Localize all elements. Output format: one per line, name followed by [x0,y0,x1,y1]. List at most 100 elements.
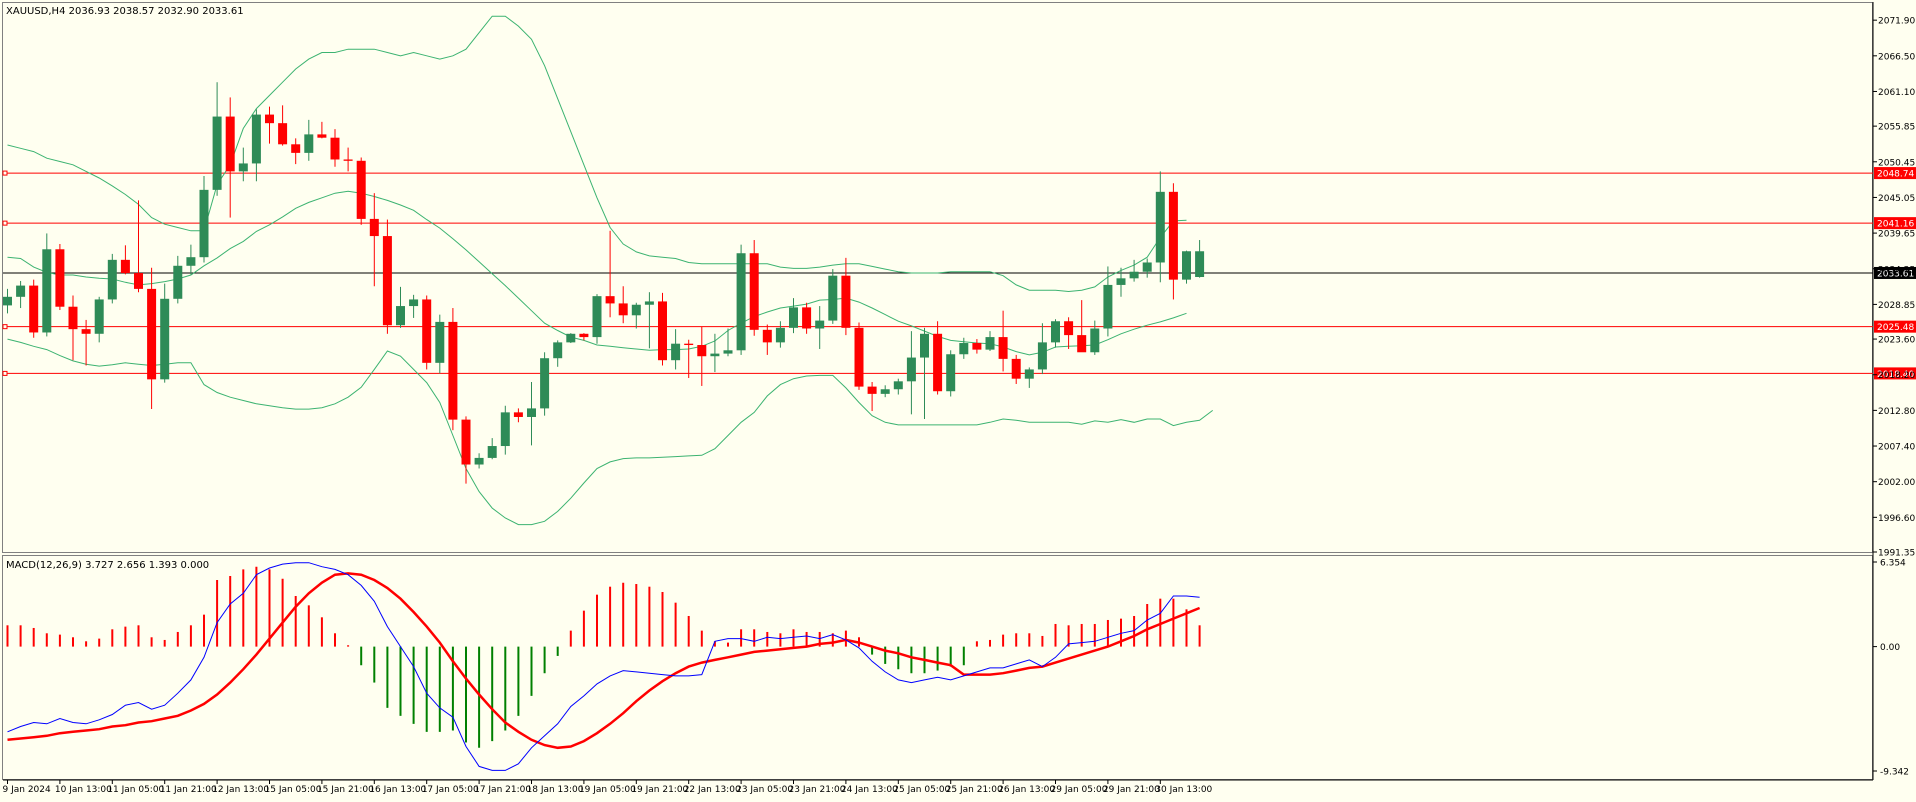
time-tick-label: 11 Jan 05:00 [107,785,164,795]
candle-bear [134,273,143,289]
level-anchor [2,220,8,226]
candle-bear [1168,191,1178,280]
candle-bear [854,327,864,387]
time-tick-label: 24 Jan 13:00 [841,785,898,795]
bollinger-lower-line [7,338,1214,526]
price-tick-label: 2018.20 [1878,371,1915,381]
time-tick-label: 26 Jan 13:00 [998,785,1055,795]
candle-bull [723,350,733,354]
candle-bull [173,265,183,299]
candle-bear [147,288,157,380]
candle-bull [212,116,222,190]
candle-bear [605,296,615,304]
macd-axis: 6.354 0.00 -9.342 [1873,559,1909,778]
candlesticks [3,82,1205,484]
candle-bear [579,333,589,338]
time-tick-label: 19 Jan 05:00 [579,785,636,795]
price-tick-label: 2066.50 [1878,52,1915,62]
candle-bull [186,257,196,266]
candle-bear [343,159,353,161]
price-tick-label: 2023.60 [1878,336,1915,346]
candle-bear [684,343,694,346]
candle-bull [3,296,12,306]
candle-bear [29,285,39,333]
candle-bull [1155,191,1165,263]
time-tick-label: 29 Jan 21:00 [1103,785,1160,795]
time-tick-label: 25 Jan 05:00 [893,785,950,795]
time-tick-label: 11 Jan 21:00 [160,785,217,795]
candle-bull [710,353,720,357]
candle-bear [658,301,667,361]
candle-bull [1103,284,1113,329]
candle-bull [474,457,484,465]
time-tick-label: 25 Jan 21:00 [946,785,1003,795]
candle-bear [841,275,851,328]
price-tick-label: 2050.45 [1878,158,1915,168]
price-tick-label: 2012.80 [1878,407,1915,417]
time-tick-label: 29 Jan 05:00 [1051,785,1108,795]
candle-bear [762,329,772,343]
price-tick-label: 2034.25 [1878,265,1915,275]
candle-bull [1142,262,1152,272]
candle-bull [1037,342,1047,370]
candle-bull [199,189,209,258]
candle-bull [789,307,798,328]
candle-bear [1077,335,1087,353]
candle-bull [1129,271,1139,279]
level-anchor [2,170,8,176]
level-price-label: 2041.16 [1877,220,1914,230]
candle-bull [304,134,314,153]
candle-bear [1064,321,1074,336]
candle-bear [867,386,877,394]
candle-bull [631,304,641,316]
time-tick-label: 17 Jan 21:00 [474,785,531,795]
level-price-label: 2025.48 [1877,323,1914,333]
candle-bear [81,329,91,334]
candle-bull [906,357,916,382]
candle-bear [1011,358,1021,379]
candle-bull [42,249,52,333]
macd-tick-label: 0.00 [1880,643,1900,653]
candle-bull [251,114,261,164]
candle-bear [369,218,379,237]
candle-bull [920,333,929,358]
candle-bull [880,389,890,394]
current-price-label: 2033.61 [1877,269,1914,279]
candle-bull [1090,328,1100,353]
candle-bear [448,321,458,420]
candle-bull [736,253,746,351]
candle-bull [1182,251,1191,280]
candle-bear [291,144,301,153]
candle-bear [972,343,982,350]
macd-header: MACD(12,26,9) 3.727 2.656 1.393 0.000 [6,560,209,571]
time-tick-label: 23 Jan 21:00 [789,785,846,795]
candle-bear [120,259,130,274]
macd-main-line [7,562,1200,771]
candle-bull [644,301,654,305]
price-axis: 2071.90 2066.50 2061.10 2055.85 2050.45 2045.… [1873,17,1915,559]
price-tick-label: 2002.00 [1878,478,1915,488]
candle-bull [1195,251,1205,278]
candle-bull [671,343,681,361]
time-tick-label: 22 Jan 13:00 [684,785,741,795]
candle-bull [553,342,563,359]
candle-bull [107,259,117,300]
candle-bear [225,116,235,172]
time-tick-label: 16 Jan 13:00 [369,785,426,795]
candle-bear [422,299,432,363]
candle-bull [828,275,838,321]
time-tick-label: 23 Jan 05:00 [736,785,793,795]
level-price-label: 2048.74 [1877,170,1914,180]
candle-bull [1116,278,1126,285]
price-tick-label: 1996.60 [1878,514,1915,524]
price-tick-label: 2045.05 [1878,194,1915,204]
time-tick-label: 15 Jan 05:00 [265,785,322,795]
level-price-label: 2018.40 [1877,370,1914,380]
candle-bull [16,285,26,297]
candle-bull [1051,321,1060,343]
candle-bull [893,381,903,390]
candle-bull [527,408,536,417]
